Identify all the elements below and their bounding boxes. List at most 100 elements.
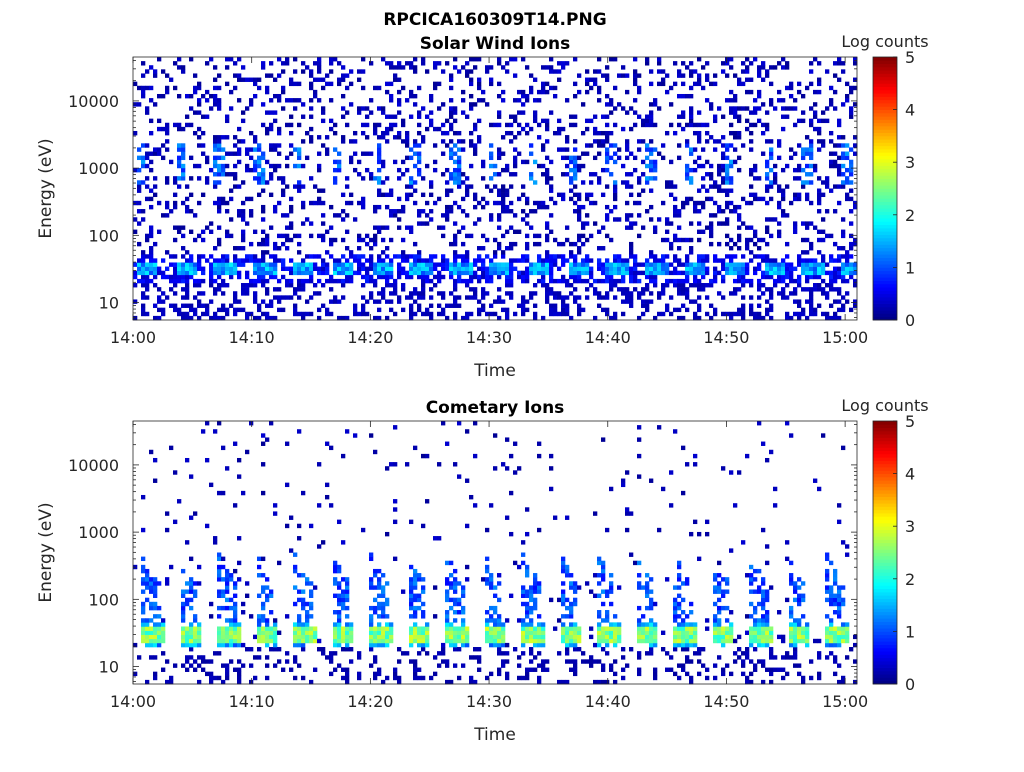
spectrogram-cell — [361, 57, 365, 61]
spectrogram-cell — [805, 225, 809, 229]
spectrogram-cell — [269, 275, 273, 279]
spectrogram-cell — [737, 135, 741, 139]
spectrogram-cell — [193, 639, 197, 643]
spectrogram-cell — [701, 164, 705, 168]
spectrogram-cell — [537, 454, 541, 458]
spectrogram-cell — [501, 462, 505, 466]
spectrogram-cell — [657, 61, 661, 65]
spectrogram-cell — [297, 279, 301, 283]
spectrogram-cell — [465, 234, 469, 238]
spectrogram-cell — [389, 291, 393, 295]
spectrogram-cell — [589, 193, 593, 197]
spectrogram-cell — [649, 271, 653, 275]
spectrogram-cell — [529, 86, 533, 90]
spectrogram-cell — [141, 86, 145, 90]
spectrogram-cell — [413, 299, 417, 303]
spectrogram-cell — [829, 271, 833, 275]
spectrogram-cell — [213, 180, 217, 184]
spectrogram-cell — [605, 184, 609, 188]
spectrogram-cell — [309, 581, 313, 585]
spectrogram-cell — [637, 454, 641, 458]
spectrogram-cell — [569, 283, 573, 287]
spectrogram-cell — [813, 262, 817, 266]
spectrogram-cell — [149, 254, 153, 258]
spectrogram-cell — [189, 643, 193, 647]
spectrogram-cell — [737, 78, 741, 82]
spectrogram-cell — [645, 581, 649, 585]
spectrogram-cell — [453, 589, 457, 593]
spectrogram-cell — [725, 164, 729, 168]
spectrogram-cell — [629, 295, 633, 299]
spectrogram-cell — [685, 287, 689, 291]
spectrogram-cell — [349, 631, 353, 635]
spectrogram-cell — [625, 90, 629, 94]
spectrogram-cell — [181, 164, 185, 168]
spectrogram-cell — [573, 602, 577, 606]
spectrogram-cell — [285, 156, 289, 160]
spectrogram-cell — [673, 61, 677, 65]
spectrogram-cell — [345, 598, 349, 602]
spectrogram-cell — [621, 483, 625, 487]
spectrogram-cell — [797, 283, 801, 287]
spectrogram-cell — [561, 581, 565, 585]
spectrogram-cell — [197, 304, 201, 308]
spectrogram-cell — [457, 267, 461, 271]
colorbar-step — [873, 297, 897, 301]
spectrogram-cell — [417, 598, 421, 602]
spectrogram-cell — [433, 262, 437, 266]
spectrogram-cell — [405, 258, 409, 262]
spectrogram-cell — [581, 242, 585, 246]
spectrogram-cell — [193, 110, 197, 114]
spectrogram-cell — [561, 197, 565, 201]
spectrogram-cell — [297, 180, 301, 184]
spectrogram-cell — [541, 271, 545, 275]
spectrogram-cell — [393, 668, 397, 672]
spectrogram-cell — [457, 180, 461, 184]
spectrogram-cell — [601, 143, 605, 147]
spectrogram-cell — [601, 577, 605, 581]
spectrogram-cell — [409, 639, 413, 643]
spectrogram-cell — [633, 69, 637, 73]
spectrogram-cell — [337, 78, 341, 82]
spectrogram-cell — [617, 631, 621, 635]
spectrogram-cell — [177, 127, 181, 131]
spectrogram-cell — [549, 279, 553, 283]
spectrogram-cell — [497, 262, 501, 266]
spectrogram-cell — [557, 618, 561, 622]
spectrogram-cell — [757, 69, 761, 73]
spectrogram-cell — [637, 618, 641, 622]
spectrogram-cell — [753, 254, 757, 258]
spectrogram-cell — [505, 275, 509, 279]
spectrogram-cell — [741, 295, 745, 299]
spectrogram-cell — [201, 271, 205, 275]
spectrogram-cell — [357, 160, 361, 164]
spectrogram-cell — [217, 197, 221, 201]
spectrogram-cell — [561, 557, 565, 561]
spectrogram-cell — [281, 61, 285, 65]
spectrogram-cell — [273, 287, 277, 291]
spectrogram-cell — [457, 631, 461, 635]
spectrogram-cell — [673, 614, 677, 618]
spectrogram-cell — [493, 433, 497, 437]
spectrogram-cell — [369, 553, 373, 557]
spectrogram-cell — [229, 267, 233, 271]
spectrogram-cell — [405, 168, 409, 172]
spectrogram-cell — [681, 82, 685, 86]
spectrogram-cell — [413, 271, 417, 275]
spectrogram-cell — [521, 184, 525, 188]
spectrogram-cell — [457, 421, 461, 425]
spectrogram-cell — [385, 626, 389, 630]
spectrogram-cell — [549, 312, 553, 316]
spectrogram-cell — [233, 143, 237, 147]
spectrogram-cell — [545, 156, 549, 160]
spectrogram-cell — [617, 635, 621, 639]
spectrogram-cell — [557, 598, 561, 602]
spectrogram-cell — [137, 655, 141, 659]
spectrogram-cell — [345, 230, 349, 234]
spectrogram-cell — [625, 110, 629, 114]
spectrogram-cell — [449, 152, 453, 156]
spectrogram-cell — [417, 308, 421, 312]
spectrogram-cell — [337, 614, 341, 618]
spectrogram-cell — [673, 205, 677, 209]
spectrogram-cell — [653, 668, 657, 672]
